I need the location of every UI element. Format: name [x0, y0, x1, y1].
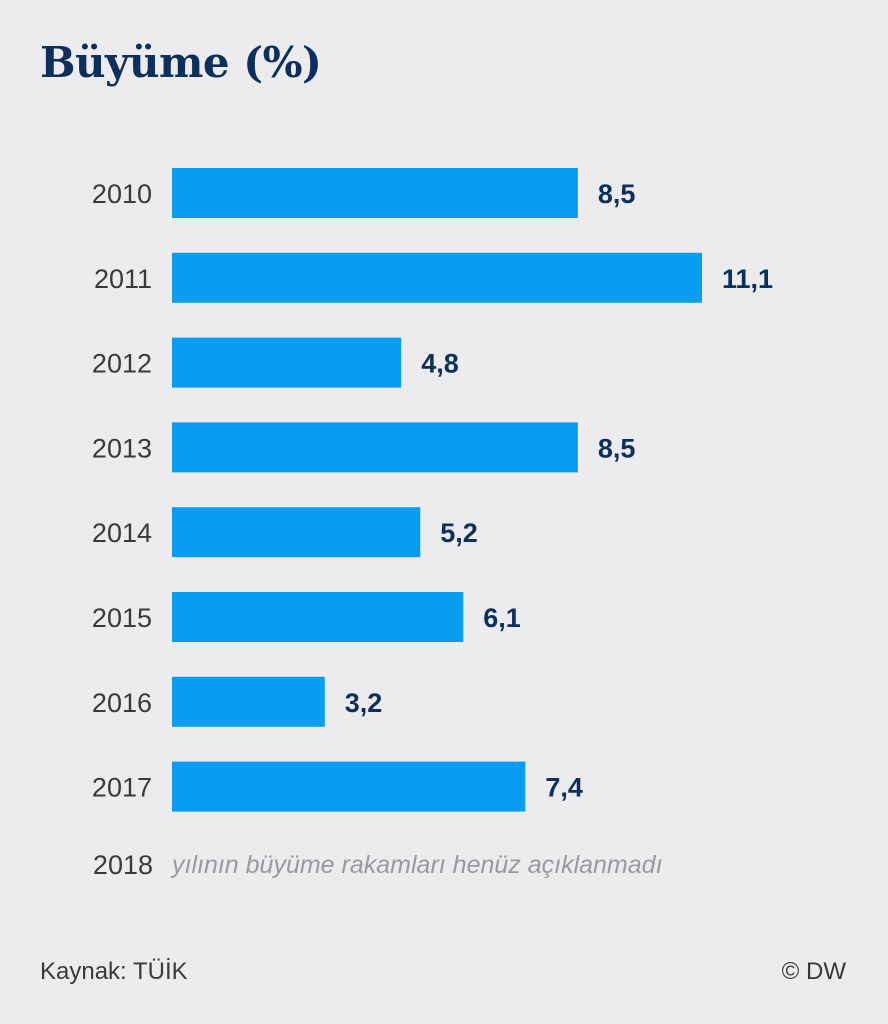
- note-text: yılının büyüme rakamları henüz açıklanma…: [172, 851, 663, 879]
- bar-2012: [172, 337, 402, 388]
- note-year-label: 2018: [92, 850, 153, 880]
- value-label-2016: 3,2: [345, 688, 383, 718]
- year-label-2012: 2012: [92, 349, 152, 379]
- year-label-2011: 2011: [94, 264, 152, 294]
- bar-2016: [172, 676, 325, 727]
- value-label-2017: 7,4: [545, 773, 583, 803]
- bar-2017: [172, 761, 526, 812]
- note-row: 2018 yılının büyüme rakamları henüz açık…: [0, 850, 888, 890]
- year-label-2015: 2015: [92, 603, 152, 633]
- year-label-2016: 2016: [92, 688, 152, 718]
- year-label-2010: 2010: [92, 179, 152, 209]
- year-label-2017: 2017: [92, 773, 152, 803]
- bar-2014: [172, 507, 421, 558]
- bar-2010: [172, 168, 578, 218]
- bar-chart: 2010 8,5 2011 11,1 2012 4,8 2013 8,5 2014 5,2 2015…: [92, 168, 773, 812]
- value-label-2013: 8,5: [598, 433, 636, 463]
- credit-label: © DW: [781, 958, 846, 985]
- value-label-2015: 6,1: [483, 603, 521, 633]
- bar-2011: [172, 252, 702, 303]
- chart-title: Büyüme (%): [40, 38, 322, 87]
- year-label-2014: 2014: [92, 518, 152, 548]
- value-label-2011: 11,1: [722, 264, 773, 294]
- bar-2013: [172, 422, 578, 473]
- value-label-2010: 8,5: [598, 179, 636, 209]
- value-label-2014: 5,2: [440, 518, 478, 548]
- value-label-2012: 4,8: [421, 349, 459, 379]
- source-label: Kaynak: TÜİK: [40, 958, 188, 985]
- bar-2015: [172, 592, 464, 642]
- year-label-2013: 2013: [92, 433, 152, 463]
